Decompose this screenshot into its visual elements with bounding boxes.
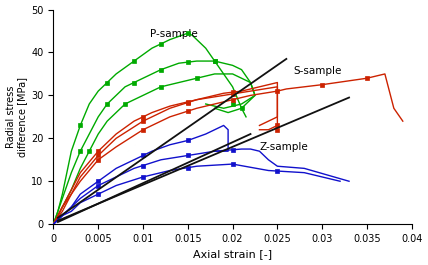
X-axis label: Axial strain [-]: Axial strain [-] xyxy=(193,249,272,259)
Text: P-sample: P-sample xyxy=(150,29,198,39)
Text: Z-sample: Z-sample xyxy=(259,142,308,152)
Y-axis label: Radial stress
difference [MPa]: Radial stress difference [MPa] xyxy=(6,77,27,157)
Text: S-sample: S-sample xyxy=(294,66,342,76)
